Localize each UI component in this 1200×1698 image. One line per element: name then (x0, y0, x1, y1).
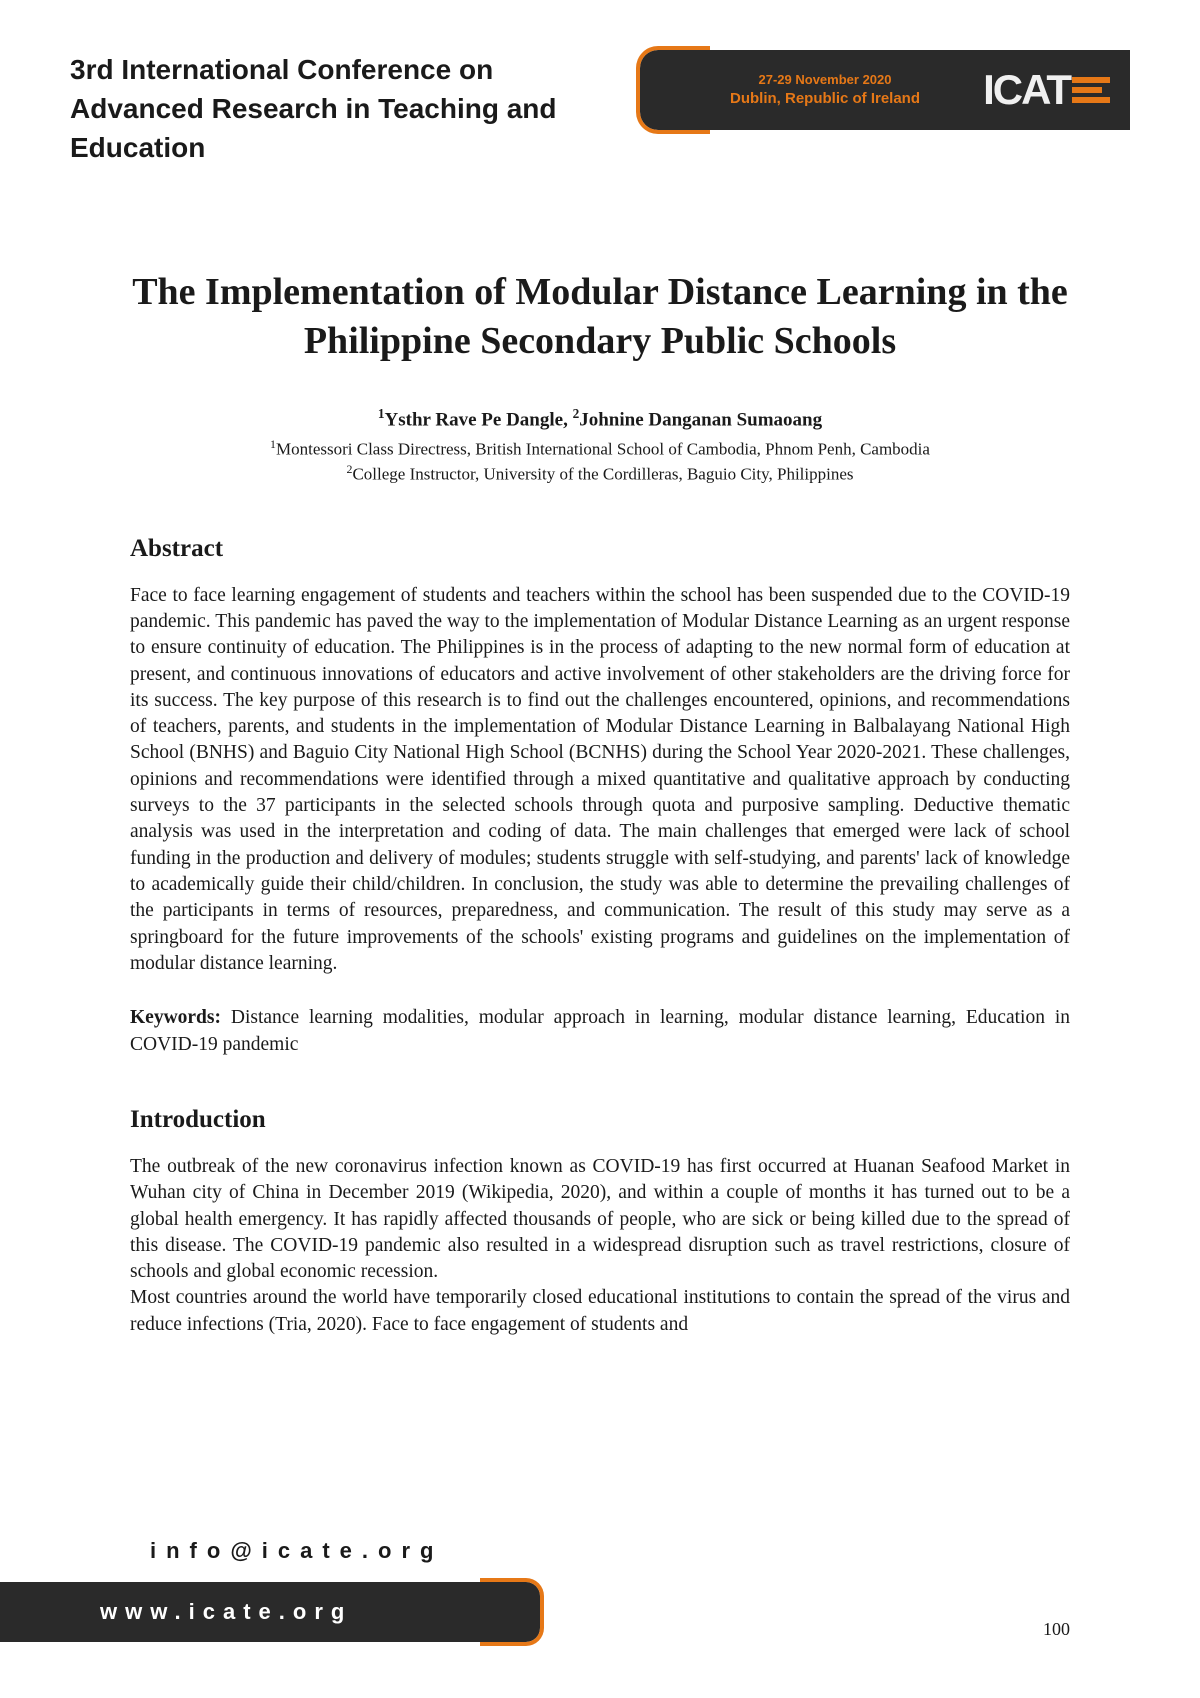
affiliation-1: 1Montessori Class Directress, British In… (130, 436, 1070, 461)
affiliation-2: 2College Instructor, University of the C… (130, 461, 1070, 486)
icate-logo: ICAT (983, 66, 1110, 114)
introduction-heading: Introduction (130, 1106, 1070, 1134)
website-url: www.icate.org (100, 1599, 352, 1625)
contact-email: info@icate.org (150, 1538, 1200, 1564)
conference-date: 27-29 November 2020 (730, 72, 920, 89)
paper-title: The Implementation of Modular Distance L… (130, 268, 1070, 367)
intro-paragraph-2: Most countries around the world have tem… (130, 1285, 1070, 1338)
badge-text: 27-29 November 2020 Dublin, Republic of … (730, 72, 920, 108)
keywords-label: Keywords: (130, 1007, 221, 1028)
page-footer: info@icate.org www.icate.org 100 (0, 1538, 1200, 1698)
logo-bars-icon (1072, 77, 1110, 103)
author-2: Johnine Danganan Sumaoang (579, 410, 822, 431)
keywords-body: Distance learning modalities, modular ap… (130, 1007, 1070, 1054)
author-1: Ysthr Rave Pe Dangle (385, 410, 564, 431)
conference-title: 3rd International Conference on Advanced… (70, 50, 590, 168)
paper-content: The Implementation of Modular Distance L… (0, 168, 1200, 1339)
url-bar: www.icate.org (0, 1582, 540, 1642)
logo-text: ICAT (983, 66, 1070, 114)
conference-badge: 27-29 November 2020 Dublin, Republic of … (640, 50, 1130, 130)
page-header: 3rd International Conference on Advanced… (0, 0, 1200, 168)
intro-paragraph-1: The outbreak of the new coronavirus infe… (130, 1154, 1070, 1286)
conference-location: Dublin, Republic of Ireland (730, 89, 920, 109)
abstract-heading: Abstract (130, 535, 1070, 563)
authors-line: 1Ysthr Rave Pe Dangle, 2Johnine Danganan… (130, 406, 1070, 431)
abstract-body: Face to face learning engagement of stud… (130, 583, 1070, 978)
keywords-line: Keywords: Distance learning modalities, … (130, 1005, 1070, 1058)
page-number: 100 (1043, 1619, 1070, 1640)
